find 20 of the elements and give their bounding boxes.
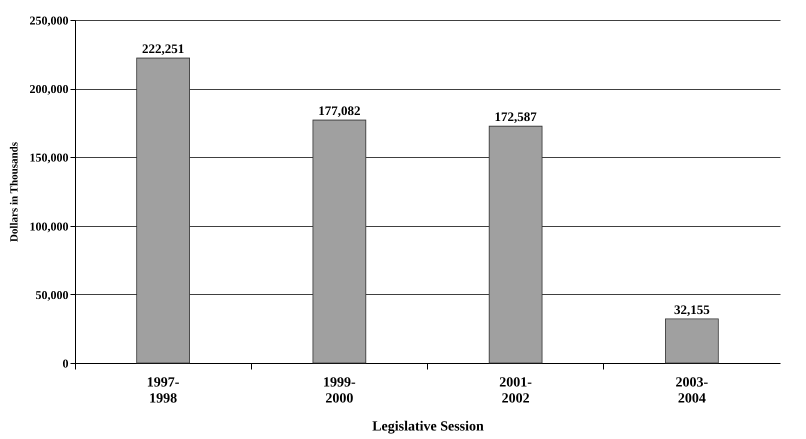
- x-tick-label: 2003- 2004: [676, 376, 709, 406]
- y-tick-label: 100,000: [30, 219, 68, 234]
- bar: [665, 318, 719, 364]
- data-label: 177,082: [318, 103, 360, 118]
- bar: [136, 58, 190, 364]
- y-tick-label: 0: [62, 356, 68, 370]
- y-axis-title: Dollars in Thousands: [8, 141, 20, 242]
- y-tick-label: 200,000: [30, 82, 68, 96]
- x-tick-label: 1997- 1998: [146, 376, 180, 406]
- bar: [488, 126, 542, 364]
- x-tick-label: 1999- 2000: [323, 376, 356, 406]
- y-tick-label: 250,000: [30, 14, 68, 28]
- bar: [312, 120, 366, 364]
- data-label: 222,251: [142, 41, 184, 56]
- y-tick-label: 150,000: [30, 150, 68, 165]
- y-tick-label: 50,000: [36, 288, 68, 302]
- data-label: 32,155: [674, 302, 710, 317]
- x-axis-title: Legislative Session: [372, 420, 484, 434]
- x-tick-label: 2001- 2002: [499, 376, 532, 406]
- data-label: 172,587: [494, 109, 538, 124]
